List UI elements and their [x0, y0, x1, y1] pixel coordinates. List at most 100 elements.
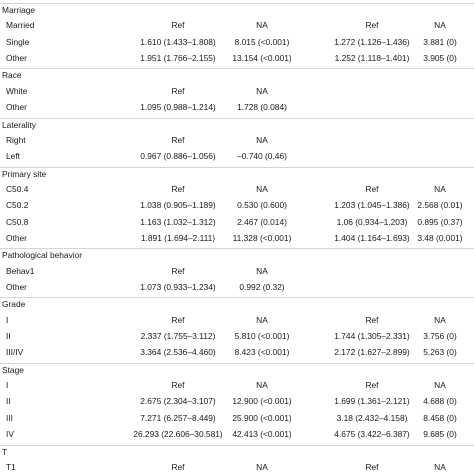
hr-univariate-cell: Ref: [171, 314, 185, 325]
z-univariate-cell: NA: [256, 85, 268, 96]
row-label: I: [6, 314, 9, 325]
table-row: White Ref NA: [0, 85, 474, 98]
row-label: T1: [6, 461, 16, 472]
section-label: Marriage: [2, 5, 36, 15]
section-label: Pathological behavior: [2, 250, 83, 261]
row-label: C50.2: [6, 200, 29, 211]
hr-multivariate-cell: Ref: [365, 380, 379, 391]
hr-multivariate-cell: Ref: [365, 20, 379, 31]
hr-univariate-cell: Ref: [171, 380, 185, 391]
hr-univariate-cell: Ref: [171, 461, 185, 472]
section-header-row: Grade: [0, 297, 474, 311]
hr-univariate-cell: 3.364 (2.536–4.460): [140, 347, 216, 358]
hr-multivariate-cell: 1.404 (1.164–1.693): [334, 232, 410, 243]
row-label: I: [6, 380, 9, 391]
table-row: Married Ref NA Ref NA: [0, 19, 474, 32]
z-multivariate-cell: 9.685 (0): [423, 429, 457, 440]
hr-univariate-cell: Ref: [171, 183, 185, 194]
table-row: Other 1.951 (1.766–2.155) 13.154 (<0.001) 1…: [0, 52, 474, 65]
row-label: III: [6, 412, 13, 423]
table-row: II 2.337 (1.755–3.112) 5.810 (<0.001) 1.744…: [0, 330, 474, 343]
table-row: Other 1.891 (1.694–2.111) 11.328 (<0.001) 1…: [0, 232, 474, 245]
table-row: Left 0.967 (0.886–1.056) –0.740 (0.46): [0, 150, 474, 163]
z-univariate-cell: 8.015 (<0.001): [234, 36, 290, 47]
table-row: IV 26.293 (22.606–30.581) 42.413 (<0.001) 4…: [0, 428, 474, 441]
z-univariate-cell: NA: [256, 183, 268, 194]
hr-multivariate-cell: 1.252 (1.118–1.401): [334, 53, 410, 64]
table-row: III/IV 3.364 (2.536–4.460) 8.423 (<0.001) 2…: [0, 346, 474, 359]
hr-multivariate-cell: 1.272 (1.126–1.436): [334, 36, 410, 47]
section-header-row: Pathological behavior: [0, 248, 474, 262]
hr-multivariate-cell: 1.203 (1.045–1.386): [334, 200, 410, 211]
section-label: Race: [2, 70, 22, 81]
table-row: C50.2 1.038 (0.905–1.189) 0.530 (0.600) 1.2…: [0, 199, 474, 212]
z-multivariate-cell: NA: [434, 461, 446, 472]
hr-univariate-cell: 26.293 (22.606–30.581): [133, 429, 223, 440]
section-header-row: Laterality: [0, 117, 474, 132]
z-univariate-cell: NA: [256, 314, 268, 325]
z-multivariate-cell: NA: [434, 380, 446, 391]
row-label: C50.8: [6, 216, 29, 227]
table-row: Behav1 Ref NA: [0, 265, 474, 278]
table-row: Single 1.610 (1.433–1.808) 8.015 (<0.001) 1…: [0, 36, 474, 49]
z-multivariate-cell: NA: [434, 183, 446, 194]
table-row: I Ref NA Ref NA: [0, 314, 474, 327]
row-label: Other: [6, 232, 27, 243]
z-univariate-cell: 13.154 (<0.001): [232, 53, 292, 64]
row-label: Right: [6, 134, 26, 145]
hr-univariate-cell: 1.610 (1.433–1.808): [140, 36, 216, 47]
hr-univariate-cell: 1.073 (0.933–1.234): [140, 282, 216, 292]
row-label: White: [6, 85, 28, 96]
hr-univariate-cell: Ref: [171, 265, 185, 276]
z-multivariate-cell: NA: [434, 314, 446, 325]
z-multivariate-cell: 0.895 (0.37): [417, 216, 463, 227]
row-label: Married: [6, 20, 35, 31]
row-label: IV: [6, 429, 14, 440]
z-univariate-cell: 12.900 (<0.001): [232, 396, 292, 407]
hr-univariate-cell: 1.163 (1.032–1.312): [140, 216, 216, 227]
z-univariate-cell: NA: [256, 134, 268, 145]
table-row: C50.4 Ref NA Ref NA: [0, 183, 474, 196]
z-univariate-cell: 0.992 (0.32): [239, 282, 285, 292]
z-univariate-cell: 8.423 (<0.001): [234, 347, 290, 358]
row-label: Other: [6, 102, 27, 113]
z-multivariate-cell: 2.568 (0.01): [417, 200, 463, 211]
z-multivariate-cell: 5.263 (0): [423, 347, 457, 358]
hr-univariate-cell: Ref: [171, 85, 185, 96]
row-label: Left: [6, 151, 20, 162]
z-multivariate-cell: 3.881 (0): [423, 36, 457, 47]
z-multivariate-cell: 4.688 (0): [423, 396, 457, 407]
z-univariate-cell: 5.810 (<0.001): [234, 331, 290, 341]
z-multivariate-cell: NA: [434, 20, 446, 31]
hr-univariate-cell: 1.038 (0.905–1.189): [140, 200, 216, 211]
z-univariate-cell: 25.900 (<0.001): [232, 412, 292, 423]
hr-multivariate-cell: Ref: [365, 314, 379, 325]
z-univariate-cell: –0.740 (0.46): [237, 151, 287, 162]
z-multivariate-cell: 8.458 (0): [423, 412, 457, 423]
row-label: Other: [6, 282, 27, 292]
z-multivariate-cell: 3.905 (0): [423, 53, 457, 64]
table-row: T1 Ref NA Ref NA: [0, 461, 474, 474]
hr-multivariate-cell: 1.744 (1.305–2.331): [334, 331, 410, 341]
section-header-row: Race: [0, 68, 474, 82]
table-row: C50.8 1.163 (1.032–1.312) 2.467 (0.014) 1.0…: [0, 216, 474, 229]
z-multivariate-cell: 3.48 (0.001): [417, 232, 463, 243]
hr-univariate-cell: Ref: [171, 134, 185, 145]
hr-univariate-cell: Ref: [171, 20, 185, 31]
section-label: T: [2, 446, 8, 457]
table-row: Other 1.073 (0.933–1.234) 0.992 (0.32): [0, 281, 474, 294]
hr-univariate-cell: 1.891 (1.694–2.111): [140, 232, 216, 243]
hr-multivariate-cell: Ref: [365, 461, 379, 472]
hr-univariate-cell: 7.271 (6.257–8.449): [140, 412, 216, 423]
row-label: Behav1: [6, 265, 35, 276]
section-label: Stage: [2, 364, 24, 375]
table-row: Right Ref NA: [0, 134, 474, 147]
z-univariate-cell: 42.413 (<0.001): [232, 429, 292, 440]
hr-multivariate-cell: 3.18 (2.432–4.158): [336, 412, 408, 423]
table-row: Other 1.095 (0.988–1.214) 1.728 (0.084): [0, 101, 474, 114]
hr-univariate-cell: 1.951 (1.766–2.155): [140, 53, 216, 64]
row-label: II: [6, 396, 11, 407]
section-header-row: Primary site: [0, 166, 474, 181]
table-row: III 7.271 (6.257–8.449) 25.900 (<0.001) 3.1…: [0, 412, 474, 425]
hr-univariate-cell: 0.967 (0.886–1.056): [140, 151, 216, 162]
